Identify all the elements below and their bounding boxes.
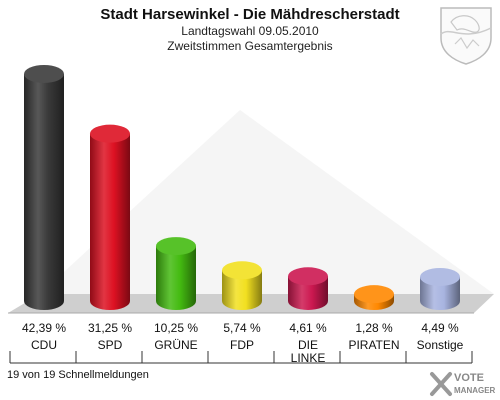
category-label: DIE [298,338,318,352]
bar-grüne [156,246,196,310]
vote-manager-watermark: VOTE MANAGER [430,372,496,396]
value-label: 4,61 % [289,321,327,335]
category-label: SPD [98,338,123,352]
watermark-line1: VOTE [454,372,484,384]
coat-of-arms-logo [440,7,492,65]
category-label: PIRATEN [348,338,399,352]
bar-top-fdp [222,261,262,280]
watermark-line2: MANAGER [454,386,496,395]
value-label: 1,28 % [355,321,393,335]
category-label: LINKE [291,351,326,365]
chart-floor-shadow [40,110,494,294]
report-status-text: 19 von 19 Schnellmeldungen [7,369,149,381]
value-label: 10,25 % [154,321,198,335]
bar-top-grüne [156,237,196,256]
bar-top-cdu [24,64,64,83]
category-label: FDP [230,338,254,352]
category-label: CDU [31,338,57,352]
bar-die-linke [288,276,328,310]
bar-cdu [24,73,64,310]
chart-subtitle-election: Landtagswahl 09.05.2010 [181,24,319,38]
bar-top-spd [90,124,130,143]
chart-title: Stadt Harsewinkel - Die Mähdrescherstadt [100,6,400,23]
bar-sonstige [420,276,460,310]
bar-spd [90,133,130,310]
category-label: GRÜNE [154,338,197,352]
value-label: 31,25 % [88,321,132,335]
value-label: 5,74 % [223,321,261,335]
bar-top-sonstige [420,267,460,286]
value-label: 4,49 % [421,321,459,335]
value-label: 42,39 % [22,321,66,335]
bar-top-die-linke [288,267,328,286]
chart-subtitle-result-type: Zweitstimmen Gesamtergebnis [167,39,333,53]
bar-top-piraten [354,285,394,304]
bar-fdp [222,270,262,310]
category-label: Sonstige [417,338,464,352]
